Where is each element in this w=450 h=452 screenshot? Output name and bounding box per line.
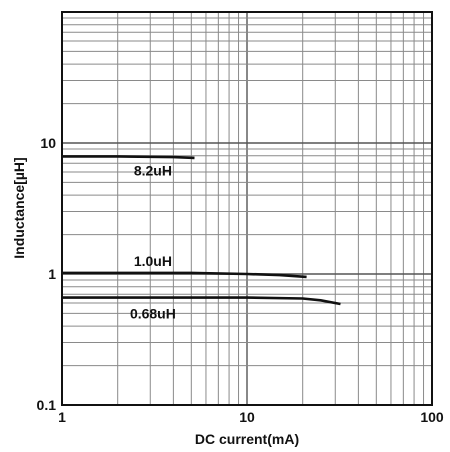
series-line-2 [62, 296, 341, 306]
series-line-0 [62, 155, 195, 160]
plot-frame [61, 11, 433, 406]
series-annotation-2: 0.68uH [130, 306, 176, 322]
series-line-1 [62, 271, 307, 279]
x-tick-label: 1 [58, 409, 66, 425]
series-annotation-0: 8.2uH [134, 162, 172, 178]
x-tick-label: 10 [239, 409, 255, 425]
x-axis-label: DC current(mA) [195, 431, 299, 447]
x-tick-label: 100 [420, 409, 444, 425]
series-annotation-1: 1.0uH [134, 253, 172, 269]
y-tick-label: 1 [48, 266, 56, 282]
x-tick-labels: 1 10 100 [58, 409, 444, 425]
series-group [62, 155, 341, 306]
grid [62, 12, 432, 405]
y-axis-label: Inductance[µH] [11, 157, 27, 258]
y-tick-labels: 0.1 1 10 [37, 135, 57, 413]
y-tick-label: 0.1 [37, 397, 57, 413]
y-tick-label: 10 [40, 135, 56, 151]
annotations-group: 8.2uH 1.0uH 0.68uH [130, 162, 176, 321]
